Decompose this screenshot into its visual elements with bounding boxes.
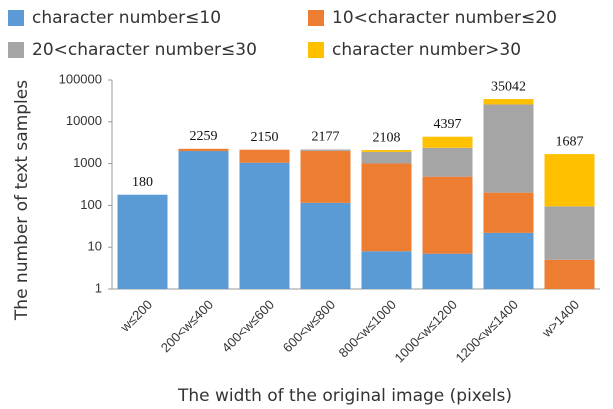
bar-segment xyxy=(422,147,473,177)
bar-segment xyxy=(483,192,534,233)
x-tick-label: 400<w≤600 xyxy=(219,297,277,355)
y-tick-label: 1 xyxy=(95,280,102,295)
legend-label: character number≤10 xyxy=(32,8,221,28)
x-tick-label: 600<w≤800 xyxy=(280,297,338,355)
legend-label: 10<character number≤20 xyxy=(332,8,557,28)
total-label: 2259 xyxy=(190,129,218,144)
x-tick-label: 1200<w≤1400 xyxy=(452,297,521,366)
y-tick-label: 100 xyxy=(80,197,102,212)
bar-segment xyxy=(117,194,168,289)
y-tick-label: 100000 xyxy=(59,71,102,86)
total-label: 1687 xyxy=(556,134,584,149)
bar-segment xyxy=(422,176,473,254)
bar-segment xyxy=(422,136,473,148)
bar-segment xyxy=(300,149,351,151)
legend-swatch xyxy=(308,42,324,58)
legend-label: character number>30 xyxy=(332,40,521,60)
bar-segment xyxy=(178,151,229,289)
total-label: 35042 xyxy=(491,79,526,94)
y-tick-label: 1000 xyxy=(73,155,102,170)
bar-segment xyxy=(361,151,412,164)
y-tick-label: 10 xyxy=(88,239,102,254)
legend-swatch xyxy=(8,10,24,26)
bar-segment xyxy=(483,232,534,289)
bar-segment xyxy=(544,259,595,289)
total-label: 2150 xyxy=(251,130,279,145)
bar-segment xyxy=(178,148,229,152)
total-label: 4397 xyxy=(434,117,462,132)
bar-segment xyxy=(544,154,595,207)
bar-segment xyxy=(361,150,412,152)
legend-label: 20<character number≤30 xyxy=(32,40,257,60)
bar-segment xyxy=(300,150,351,203)
bar-segment xyxy=(483,104,534,193)
legend-swatch xyxy=(308,10,324,26)
y-axis-title: The number of text samples xyxy=(12,80,32,321)
total-label: 180 xyxy=(132,175,153,190)
x-tick-label: 200<w≤400 xyxy=(158,297,216,355)
bar-segment xyxy=(361,251,412,289)
bar-segment xyxy=(239,149,290,163)
bar-segment xyxy=(361,163,412,252)
total-label: 2177 xyxy=(312,130,340,145)
bar-segment xyxy=(300,202,351,289)
bar-segment xyxy=(483,99,534,105)
x-tick-label: 800<w≤1000 xyxy=(336,297,399,360)
x-tick-label: w>1400 xyxy=(538,297,582,341)
x-axis-title: The width of the original image (pixels) xyxy=(177,386,512,406)
x-tick-label: 1000<w≤1200 xyxy=(391,297,460,366)
legend-swatch xyxy=(8,42,24,58)
bar-segment xyxy=(239,162,290,289)
y-tick-label: 10000 xyxy=(66,113,102,128)
bar-segment xyxy=(422,253,473,289)
x-tick-label: w≤200 xyxy=(117,297,155,335)
bar-segment xyxy=(544,206,595,260)
total-label: 2108 xyxy=(373,130,401,145)
